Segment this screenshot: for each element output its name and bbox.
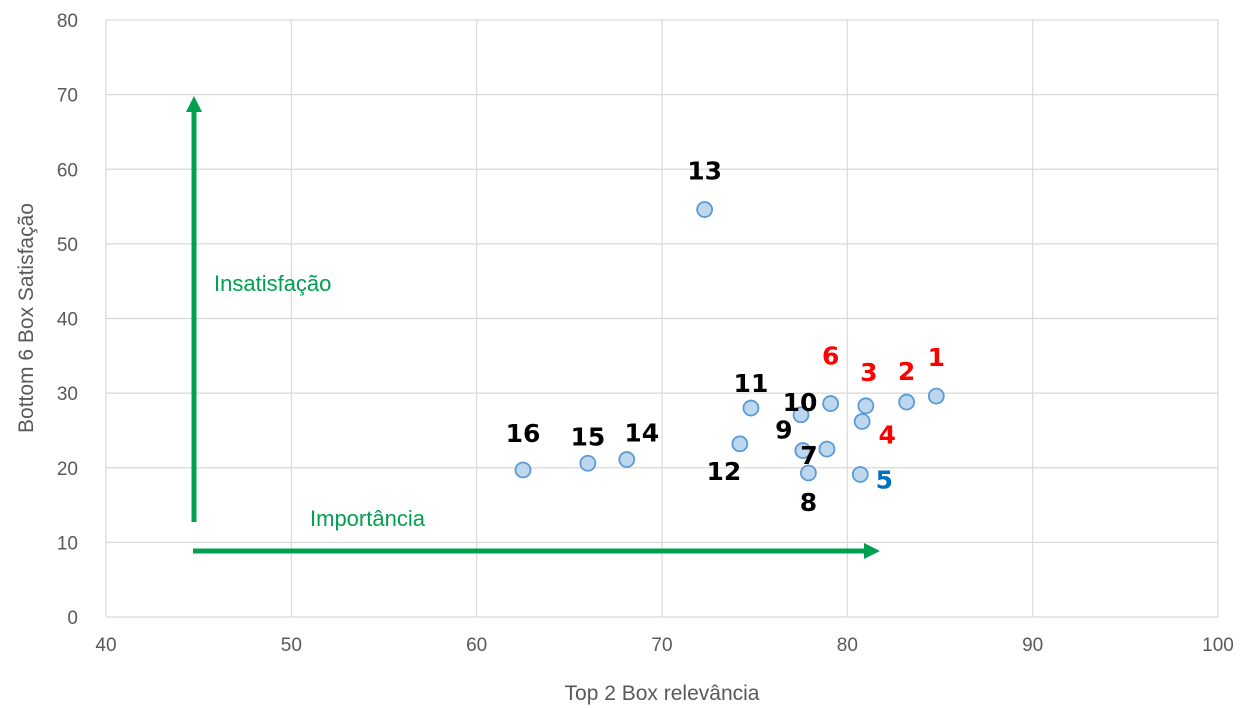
x-tick-label: 80 bbox=[837, 635, 858, 656]
data-point-8 bbox=[800, 464, 817, 482]
data-label-6: 6 bbox=[822, 342, 839, 371]
data-point-4 bbox=[853, 413, 871, 430]
y-tick-label: 50 bbox=[57, 235, 78, 256]
data-label-3: 3 bbox=[860, 358, 877, 387]
y-tick-label: 10 bbox=[57, 533, 78, 554]
data-point-7 bbox=[818, 440, 836, 458]
y-tick-label: 60 bbox=[57, 160, 78, 181]
data-label-13: 13 bbox=[687, 157, 722, 186]
data-point-9 bbox=[794, 442, 812, 459]
data-label-8: 8 bbox=[800, 488, 817, 517]
x-tick-labels: 40 50 60 70 80 90 100 bbox=[95, 635, 1233, 656]
x-tick-label: 90 bbox=[1022, 635, 1043, 656]
data-point-16 bbox=[514, 461, 532, 479]
data-point-11 bbox=[742, 399, 760, 417]
data-points bbox=[514, 201, 945, 483]
y-tick-label: 30 bbox=[57, 384, 78, 405]
data-label-7: 7 bbox=[800, 441, 817, 470]
data-label-9: 9 bbox=[775, 416, 792, 445]
data-label-5: 5 bbox=[876, 465, 893, 494]
x-tick-label: 70 bbox=[651, 635, 672, 656]
data-point-10 bbox=[792, 406, 810, 424]
x-axis-title: Top 2 Box relevância bbox=[565, 682, 760, 705]
data-point-12 bbox=[731, 435, 749, 453]
data-point-3 bbox=[857, 397, 875, 415]
x-tick-label: 60 bbox=[466, 635, 487, 656]
data-point-13 bbox=[696, 201, 714, 218]
y-tick-label: 80 bbox=[57, 11, 78, 32]
data-point-1 bbox=[927, 387, 945, 405]
y-tick-labels: 0 10 20 30 40 50 60 70 80 bbox=[57, 11, 78, 629]
y-tick-label: 0 bbox=[67, 608, 78, 629]
x-tick-label: 100 bbox=[1202, 635, 1234, 656]
data-point-15 bbox=[579, 454, 597, 472]
data-label-12: 12 bbox=[706, 457, 741, 486]
data-point-5 bbox=[851, 466, 869, 483]
data-label-14: 14 bbox=[624, 419, 659, 448]
y-tick-label: 70 bbox=[57, 86, 78, 107]
x-tick-label: 40 bbox=[95, 635, 116, 656]
y-tick-label: 40 bbox=[57, 310, 78, 331]
data-label-11: 11 bbox=[734, 369, 769, 398]
annotation-importancia: Importância bbox=[310, 506, 426, 531]
vertical-arrow-head bbox=[186, 96, 202, 112]
data-point-2 bbox=[898, 393, 916, 411]
data-label-10: 10 bbox=[783, 388, 818, 417]
data-label-16: 16 bbox=[506, 419, 541, 448]
data-label-15: 15 bbox=[570, 422, 605, 451]
horizontal-arrow bbox=[193, 543, 880, 559]
data-point-14 bbox=[618, 451, 636, 468]
x-tick-label: 50 bbox=[281, 635, 302, 656]
data-label-4: 4 bbox=[878, 420, 895, 449]
y-axis-title: Bottom 6 Box Satisfação bbox=[15, 203, 38, 433]
annotation-insatisfacao: Insatisfação bbox=[214, 271, 331, 296]
data-point-6 bbox=[822, 395, 840, 412]
y-tick-label: 20 bbox=[57, 459, 78, 480]
grid bbox=[105, 19, 1219, 618]
vertical-arrow bbox=[186, 96, 202, 522]
horizontal-arrow-head bbox=[864, 543, 880, 559]
data-label-1: 1 bbox=[928, 343, 945, 372]
data-label-2: 2 bbox=[898, 357, 915, 386]
